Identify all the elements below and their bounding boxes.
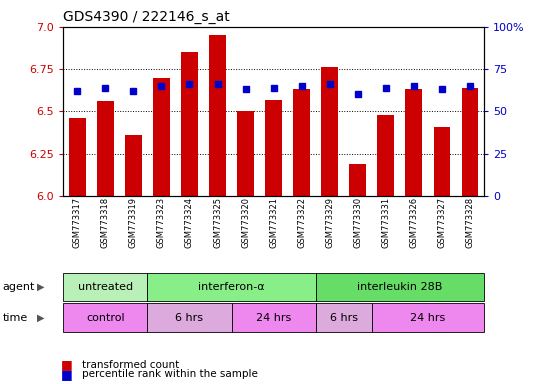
Bar	[209, 35, 226, 196]
Text: 24 hrs: 24 hrs	[256, 313, 292, 323]
Bar	[293, 89, 310, 196]
Text: interleukin 28B: interleukin 28B	[357, 282, 443, 292]
Bar	[372, 303, 484, 332]
Bar	[321, 68, 338, 196]
Bar	[147, 303, 232, 332]
Bar	[63, 303, 147, 332]
Text: ▶: ▶	[37, 282, 45, 292]
Bar	[153, 78, 170, 196]
Text: 6 hrs: 6 hrs	[175, 313, 204, 323]
Text: interferon-α: interferon-α	[198, 282, 265, 292]
Bar	[405, 89, 422, 196]
Bar	[147, 273, 316, 301]
Text: control: control	[86, 313, 125, 323]
Text: 24 hrs: 24 hrs	[410, 313, 446, 323]
Text: percentile rank within the sample: percentile rank within the sample	[82, 369, 258, 379]
Bar	[349, 164, 366, 196]
Bar	[232, 303, 316, 332]
Text: transformed count: transformed count	[82, 360, 180, 370]
Bar	[125, 135, 142, 196]
Bar	[97, 101, 114, 196]
Bar	[433, 127, 450, 196]
Bar	[69, 118, 86, 196]
Text: time: time	[3, 313, 28, 323]
Text: ▶: ▶	[37, 313, 45, 323]
Bar	[63, 273, 147, 301]
Text: ■: ■	[60, 358, 72, 371]
Bar	[181, 52, 198, 196]
Text: untreated: untreated	[78, 282, 133, 292]
Text: GDS4390 / 222146_s_at: GDS4390 / 222146_s_at	[63, 10, 230, 25]
Bar	[265, 99, 282, 196]
Text: ■: ■	[60, 368, 72, 381]
Bar	[316, 273, 484, 301]
Bar	[377, 115, 394, 196]
Bar	[316, 303, 372, 332]
Bar	[237, 111, 254, 196]
Bar	[461, 88, 478, 196]
Text: agent: agent	[3, 282, 35, 292]
Text: 6 hrs: 6 hrs	[330, 313, 358, 323]
